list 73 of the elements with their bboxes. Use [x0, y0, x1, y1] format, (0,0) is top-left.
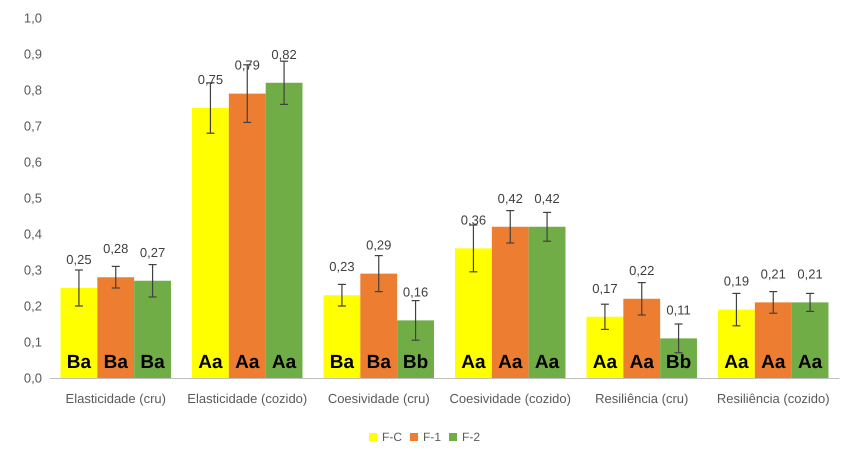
annotation: Aa	[798, 352, 823, 373]
y-tick-label: 0,5	[24, 190, 42, 206]
data-label: 0,23	[329, 259, 355, 274]
annotation: Aa	[235, 352, 260, 373]
data-label: 0,28	[103, 241, 128, 256]
bar	[134, 280, 171, 378]
bar	[718, 310, 755, 378]
data-label: 0,36	[460, 212, 486, 228]
data-label: 0,27	[140, 244, 166, 260]
legend-label: F-C	[382, 430, 402, 444]
bar	[586, 316, 624, 378]
legend-label: F-2	[462, 430, 480, 444]
bar	[60, 288, 98, 378]
y-tick-label: 0,6	[24, 154, 42, 170]
annotation: Aa	[461, 352, 486, 373]
bar	[754, 302, 792, 378]
data-label: 0,79	[234, 58, 260, 73]
y-tick-label: 0,3	[24, 262, 42, 278]
y-tick-label: 0,4	[24, 226, 42, 242]
annotation: Aa	[630, 352, 654, 373]
x-tick-label: Coesividade (cru)	[328, 391, 430, 406]
bar	[397, 320, 434, 378]
y-tick-label: 0,9	[24, 46, 42, 62]
data-label: 0,42	[534, 190, 560, 206]
bar	[492, 226, 529, 378]
bar	[324, 295, 360, 378]
bar	[97, 277, 134, 378]
y-tick-label: 0,1	[24, 334, 42, 350]
data-label: 0,16	[402, 284, 428, 300]
data-label: 0,11	[666, 302, 691, 318]
x-tick-label: Elasticidade (cozido)	[187, 391, 308, 406]
y-tick-label: 0,2	[24, 298, 42, 314]
bar	[792, 302, 828, 378]
data-label: 0,22	[629, 262, 654, 278]
data-label: 0,17	[592, 280, 618, 296]
data-label: 0,21	[760, 266, 786, 282]
bar	[360, 274, 398, 378]
data-label: 0,29	[366, 238, 392, 253]
data-label: 0,25	[66, 252, 92, 267]
annotation: Aa	[198, 352, 224, 373]
annotation: Bb	[402, 352, 428, 373]
bar	[192, 108, 229, 378]
data-label: 0,19	[724, 274, 750, 289]
x-tick-label: Elasticidade (cru)	[66, 391, 166, 406]
y-tick-label: 1,0	[24, 10, 42, 26]
annotation: Ba	[104, 352, 128, 373]
annotation: Aa	[761, 352, 786, 373]
annotation: Aa	[272, 352, 297, 373]
data-label: 0,82	[271, 46, 297, 62]
y-tick-label: 0,0	[24, 370, 42, 386]
annotation: Aa	[534, 352, 560, 373]
annotation: Ba	[66, 352, 92, 373]
x-tick-label: Coesividade (cozido)	[450, 391, 571, 406]
y-tick-label: 0,8	[24, 82, 42, 98]
legend-label: F-1	[422, 430, 442, 444]
bar	[228, 94, 266, 378]
annotation: Aa	[498, 352, 523, 373]
bar	[266, 82, 302, 378]
data-label: 0,75	[198, 72, 224, 87]
data-label: 0,21	[797, 266, 823, 282]
bar	[623, 298, 660, 378]
x-tick-label: Resiliência (cozido)	[716, 391, 830, 406]
annotation: Ba	[366, 352, 392, 373]
annotation: Bb	[666, 352, 692, 373]
bar	[528, 226, 566, 378]
y-tick-label: 0,7	[24, 118, 42, 134]
x-tick-label: Resiliência (cru)	[595, 391, 688, 406]
annotation: Aa	[592, 352, 618, 373]
annotation: Ba	[330, 352, 355, 373]
bar	[455, 248, 492, 378]
data-label: 0,42	[498, 190, 523, 206]
annotation: Ba	[140, 352, 166, 373]
annotation: Aa	[724, 352, 750, 373]
